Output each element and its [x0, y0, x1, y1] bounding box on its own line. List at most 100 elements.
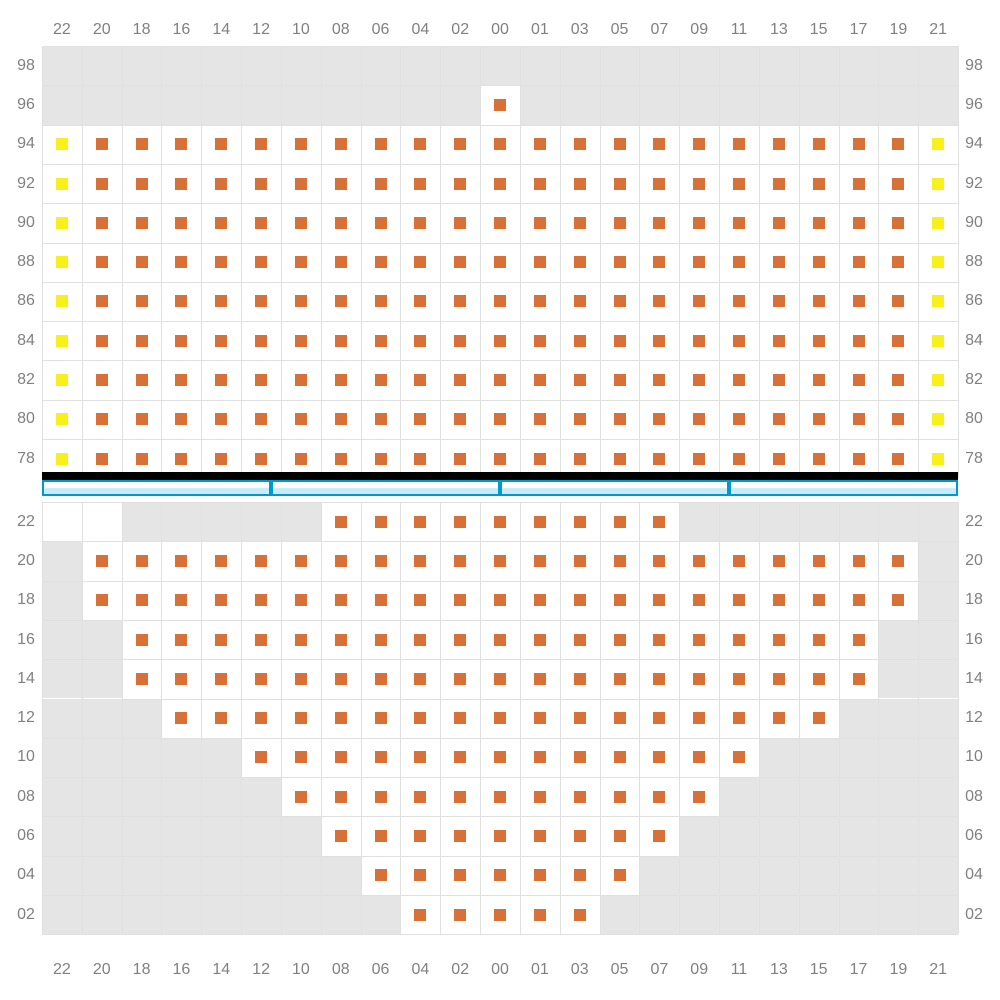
seat-available[interactable]	[375, 634, 387, 646]
seat-available[interactable]	[653, 335, 665, 347]
seat-available[interactable]	[494, 138, 506, 150]
seat-available[interactable]	[335, 217, 347, 229]
seat-available[interactable]	[255, 217, 267, 229]
seat-available[interactable]	[414, 453, 426, 465]
seat-available[interactable]	[614, 712, 626, 724]
seat-available[interactable]	[175, 453, 187, 465]
seat-available[interactable]	[813, 453, 825, 465]
seat-available[interactable]	[295, 673, 307, 685]
seat-available[interactable]	[733, 295, 745, 307]
seat-available[interactable]	[255, 673, 267, 685]
seat-available[interactable]	[335, 178, 347, 190]
seat-available[interactable]	[255, 712, 267, 724]
seat-available[interactable]	[853, 138, 865, 150]
seat-available[interactable]	[574, 673, 586, 685]
seat-available[interactable]	[215, 673, 227, 685]
seat-available[interactable]	[295, 138, 307, 150]
seat-available[interactable]	[733, 453, 745, 465]
seat-available[interactable]	[295, 791, 307, 803]
seat-available[interactable]	[574, 335, 586, 347]
seat-available[interactable]	[653, 374, 665, 386]
seat-available[interactable]	[614, 830, 626, 842]
seat-available[interactable]	[255, 555, 267, 567]
seat-available[interactable]	[892, 217, 904, 229]
seat-available[interactable]	[136, 256, 148, 268]
seat-available[interactable]	[414, 555, 426, 567]
seat-available[interactable]	[534, 256, 546, 268]
seat-available[interactable]	[215, 217, 227, 229]
seat-available[interactable]	[534, 712, 546, 724]
seat-wheelchair[interactable]	[56, 453, 68, 465]
seat-available[interactable]	[335, 374, 347, 386]
seat-available[interactable]	[255, 413, 267, 425]
seat-available[interactable]	[295, 217, 307, 229]
seat-available[interactable]	[295, 295, 307, 307]
seat-available[interactable]	[215, 256, 227, 268]
seat-available[interactable]	[892, 555, 904, 567]
seat-available[interactable]	[454, 751, 466, 763]
seat-available[interactable]	[733, 712, 745, 724]
seat-available[interactable]	[494, 751, 506, 763]
seat-available[interactable]	[215, 413, 227, 425]
seat-available[interactable]	[494, 374, 506, 386]
seat-available[interactable]	[853, 335, 865, 347]
seat-available[interactable]	[614, 138, 626, 150]
seat-available[interactable]	[494, 256, 506, 268]
seat-wheelchair[interactable]	[56, 374, 68, 386]
seat-available[interactable]	[693, 453, 705, 465]
seat-available[interactable]	[136, 413, 148, 425]
seat-available[interactable]	[454, 594, 466, 606]
seat-available[interactable]	[175, 594, 187, 606]
seat-available[interactable]	[215, 594, 227, 606]
seat-available[interactable]	[494, 594, 506, 606]
seat-available[interactable]	[614, 217, 626, 229]
seat-available[interactable]	[175, 712, 187, 724]
seat-available[interactable]	[892, 413, 904, 425]
seat-available[interactable]	[614, 869, 626, 881]
seat-available[interactable]	[335, 138, 347, 150]
seat-available[interactable]	[574, 413, 586, 425]
seat-available[interactable]	[614, 453, 626, 465]
seat-available[interactable]	[215, 634, 227, 646]
seat-available[interactable]	[295, 555, 307, 567]
seat-available[interactable]	[175, 634, 187, 646]
seat-available[interactable]	[693, 178, 705, 190]
seat-available[interactable]	[653, 138, 665, 150]
seat-available[interactable]	[534, 335, 546, 347]
seat-available[interactable]	[414, 869, 426, 881]
seat-available[interactable]	[693, 791, 705, 803]
seat-wheelchair[interactable]	[56, 413, 68, 425]
seat-available[interactable]	[175, 178, 187, 190]
seat-available[interactable]	[335, 335, 347, 347]
seat-available[interactable]	[96, 217, 108, 229]
seat-available[interactable]	[454, 178, 466, 190]
seat-available[interactable]	[494, 516, 506, 528]
seat-available[interactable]	[96, 295, 108, 307]
seat-wheelchair[interactable]	[56, 295, 68, 307]
seat-available[interactable]	[534, 555, 546, 567]
seat-wheelchair[interactable]	[932, 374, 944, 386]
seat-available[interactable]	[136, 138, 148, 150]
seat-available[interactable]	[574, 256, 586, 268]
seat-available[interactable]	[454, 712, 466, 724]
seat-available[interactable]	[255, 634, 267, 646]
seat-available[interactable]	[614, 594, 626, 606]
seat-available[interactable]	[693, 413, 705, 425]
seat-available[interactable]	[653, 413, 665, 425]
seat-available[interactable]	[375, 712, 387, 724]
seat-available[interactable]	[255, 751, 267, 763]
seat-available[interactable]	[574, 178, 586, 190]
seat-available[interactable]	[215, 453, 227, 465]
seat-available[interactable]	[175, 413, 187, 425]
seat-available[interactable]	[454, 374, 466, 386]
seat-available[interactable]	[773, 634, 785, 646]
seat-available[interactable]	[773, 673, 785, 685]
seat-available[interactable]	[733, 555, 745, 567]
seat-available[interactable]	[175, 673, 187, 685]
seat-available[interactable]	[215, 138, 227, 150]
seat-available[interactable]	[414, 217, 426, 229]
seat-available[interactable]	[534, 909, 546, 921]
seat-available[interactable]	[454, 295, 466, 307]
seat-available[interactable]	[773, 256, 785, 268]
seat-available[interactable]	[96, 374, 108, 386]
